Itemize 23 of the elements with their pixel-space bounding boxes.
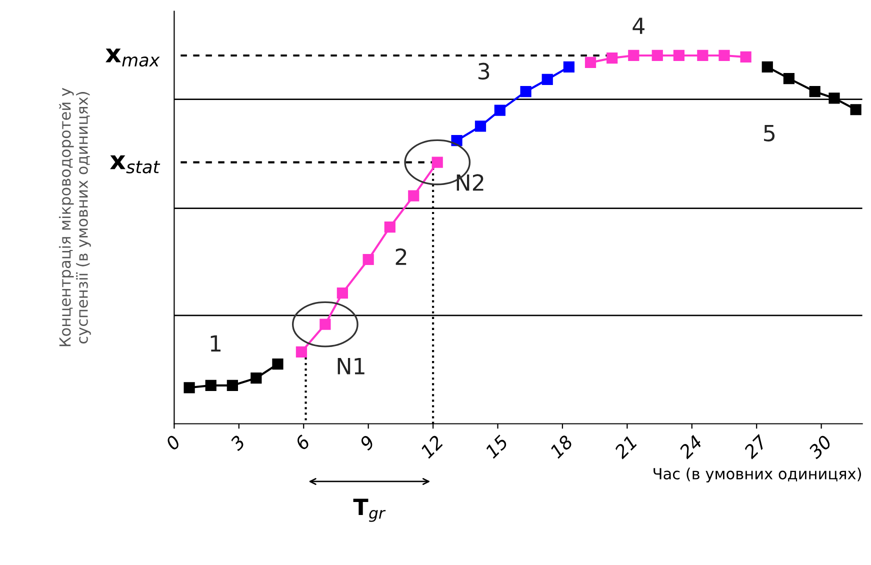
x-tick-label: 27: [742, 434, 768, 460]
text: 4: [632, 18, 644, 34]
text: T$_{gr}$: [353, 498, 386, 522]
annotation: 1: [210, 335, 221, 352]
x-axis-title: Час (в умовних одиницях): [654, 468, 861, 482]
annotation: 5: [764, 124, 775, 142]
x-tick-label: 30: [807, 434, 832, 460]
annotation: N1: [338, 358, 364, 374]
x-tick-label: 6: [294, 434, 311, 451]
text: x$_{stat}$: [110, 155, 160, 174]
x-tick-label: 18: [549, 434, 574, 459]
x-tick-label: 3: [228, 434, 246, 452]
x-tick-label: 0: [164, 434, 182, 451]
x-tick-label: 9: [358, 434, 376, 451]
annotation: N2: [456, 174, 484, 191]
y-axis-title: Концентрація мікроводоротей у суспензії (в умовних одиницях): [58, 88, 91, 346]
text: x$_{max}$: [106, 48, 160, 67]
annotation: 3: [478, 62, 490, 80]
x-tick-label: 12: [420, 434, 444, 459]
x-tick-label: 21: [613, 436, 637, 460]
x-tick-label: 24: [678, 434, 703, 460]
annotation: 2: [396, 248, 406, 265]
x-tick-label: 15: [484, 434, 509, 459]
